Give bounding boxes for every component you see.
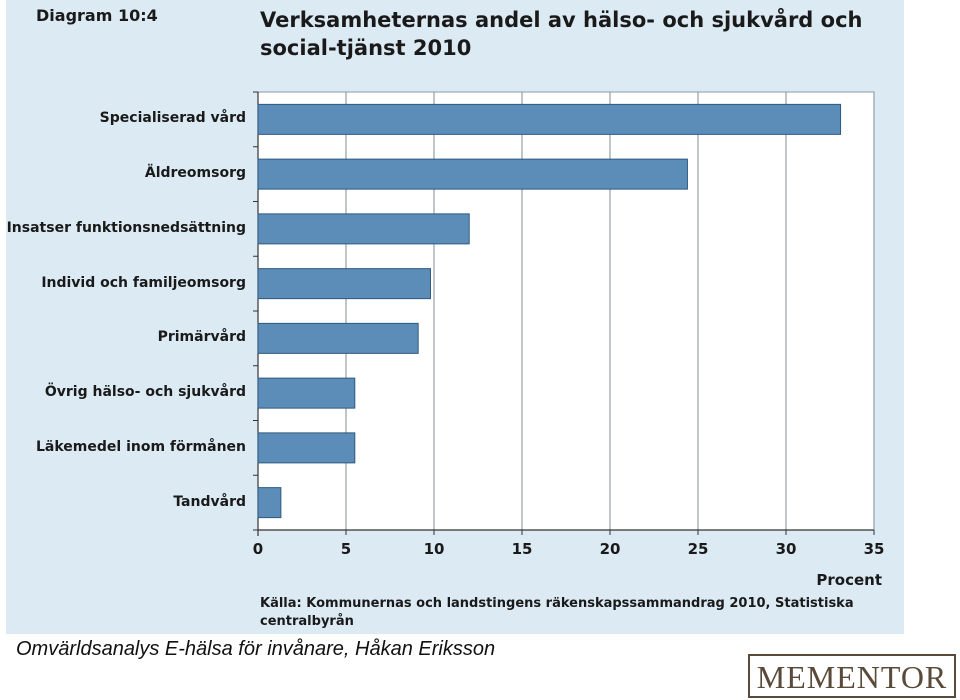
category-label: Läkemedel inom förmånen: [36, 438, 246, 455]
category-label: Övrig hälso- och sjukvård: [44, 384, 246, 401]
mementor-logo: MEMENTOR: [748, 654, 956, 698]
bar-6: [257, 377, 356, 409]
category-label: Individ och familjeomsorg: [41, 274, 246, 291]
source-note: Källa: Kommunernas och landstingens räke…: [260, 596, 854, 629]
category-label: Äldreomsorg: [144, 165, 246, 182]
category-label: Primärvård: [157, 329, 246, 346]
category-label: Specialiserad vård: [99, 110, 246, 127]
category-label: Tandvård: [173, 493, 246, 510]
bar-2: [257, 158, 688, 190]
chart-panel: Diagram 10:4 Verksamheternas andel av hä…: [6, 0, 904, 634]
chart-title: Verksamheternas andel av hälso- och sjuk…: [260, 8, 863, 60]
bar-8: [257, 487, 282, 519]
x-tick-label: 25: [687, 540, 709, 558]
chart-plot: [253, 91, 875, 536]
x-tick-label: 0: [252, 540, 264, 558]
bar-7: [257, 432, 356, 464]
bar-1: [257, 103, 842, 135]
bar-5: [257, 322, 419, 354]
diagram-number: Diagram 10:4: [36, 6, 158, 25]
plot-area: [257, 91, 875, 531]
x-tick-label: 30: [775, 540, 797, 558]
x-tick-label: 15: [511, 540, 533, 558]
footer-caption: Omvärldsanalys E-hälsa för invånare, Håk…: [16, 638, 496, 660]
x-tick-label: 35: [863, 540, 885, 558]
x-tick-label: 20: [599, 540, 621, 558]
bar-3: [257, 213, 470, 245]
x-tick-label: 10: [423, 540, 445, 558]
x-tick-label: 5: [340, 540, 352, 558]
category-label: Insatser funktionsnedsättning: [6, 219, 246, 236]
x-axis-label: Procent: [816, 571, 882, 589]
bar-4: [257, 268, 431, 300]
